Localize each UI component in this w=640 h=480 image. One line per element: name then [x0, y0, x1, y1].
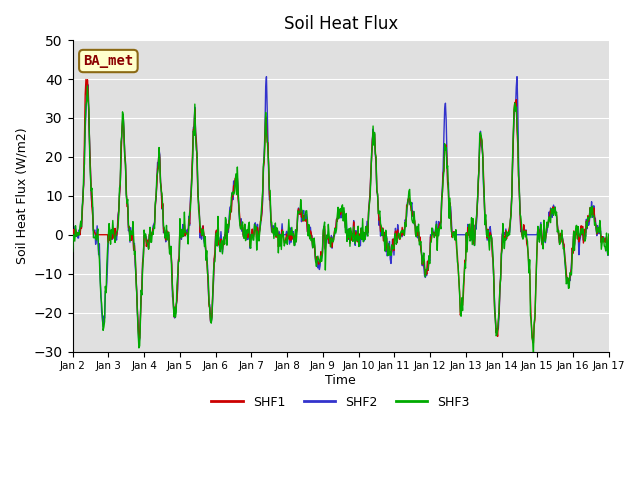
Legend: SHF1, SHF2, SHF3: SHF1, SHF2, SHF3: [207, 391, 475, 414]
Title: Soil Heat Flux: Soil Heat Flux: [284, 15, 398, 33]
Y-axis label: Soil Heat Flux (W/m2): Soil Heat Flux (W/m2): [15, 128, 28, 264]
X-axis label: Time: Time: [325, 374, 356, 387]
Text: BA_met: BA_met: [83, 54, 134, 68]
